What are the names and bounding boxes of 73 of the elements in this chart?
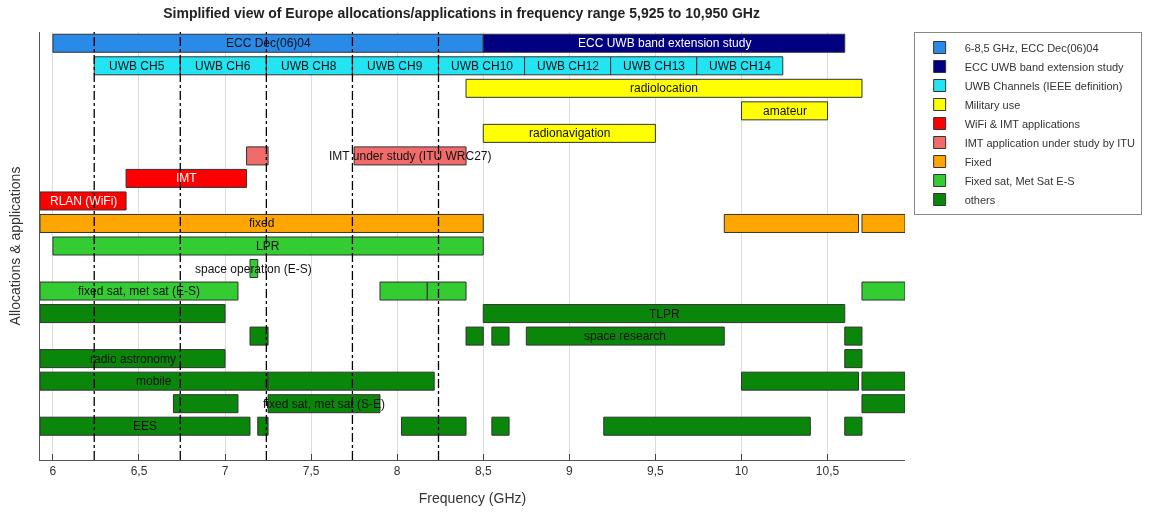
bar xyxy=(861,281,905,301)
data-label: UWB CH8 xyxy=(281,59,337,73)
bar xyxy=(491,416,510,436)
x-tick-label: 7 xyxy=(221,464,229,479)
data-label: UWB CH13 xyxy=(623,59,686,73)
legend-label: WiFi & IMT applications xyxy=(964,117,1081,130)
data-label: radio astronomy xyxy=(90,352,177,366)
bar xyxy=(603,416,811,436)
x-tick-label: 6,5 xyxy=(130,464,148,479)
legend-label: IMT application under study by ITU xyxy=(964,136,1136,149)
legend-label: ECC UWB band extension study xyxy=(964,60,1125,73)
y-axis-title: Allocations & applications xyxy=(6,166,23,326)
x-tick-label: 9,5 xyxy=(647,464,665,479)
x-tick-label: 9 xyxy=(565,464,573,479)
x-tick-label: 6 xyxy=(49,464,57,479)
data-label: mobile xyxy=(136,374,172,388)
bar xyxy=(52,236,484,256)
data-label: TLPR xyxy=(649,307,681,321)
bar xyxy=(844,349,863,369)
bar xyxy=(400,416,467,436)
bar xyxy=(465,78,863,98)
chart-title: Simplified view of Europe allocations/applications in frequency range 5,925 to 10,950 GHz xyxy=(163,4,760,21)
bar xyxy=(525,326,725,346)
data-label: UWB CH6 xyxy=(195,59,251,73)
bar xyxy=(861,394,905,414)
bar xyxy=(844,416,863,436)
bar xyxy=(482,304,846,324)
bar xyxy=(740,371,860,391)
bar xyxy=(40,304,226,324)
x-tick-label: 10 xyxy=(734,464,749,479)
data-label: ECC UWB band extension study xyxy=(578,36,752,50)
x-tick-label: 8 xyxy=(393,464,401,479)
x-tick-label: 8,5 xyxy=(474,464,492,479)
legend-label: Fixed xyxy=(964,155,992,168)
data-label: RLAN (WiFi) xyxy=(50,194,118,208)
legend-label: Military use xyxy=(964,98,1021,111)
data-label: UWB CH10 xyxy=(451,59,514,73)
bar xyxy=(172,394,239,414)
data-label: fixed xyxy=(249,216,275,230)
data-label: ECC Dec(06)04 xyxy=(226,36,312,50)
data-label: UWB CH9 xyxy=(367,59,423,73)
data-label: radiolocation xyxy=(630,81,699,95)
data-label: amateur xyxy=(763,104,808,118)
x-tick-label: 10,5 xyxy=(815,464,840,479)
legend-label: 6-8,5 GHz, ECC Dec(06)04 xyxy=(964,41,1099,54)
data-label: UWB CH5 xyxy=(109,59,165,73)
x-axis-title: Frequency (GHz) xyxy=(418,489,527,506)
bar xyxy=(740,101,829,121)
legend-label: UWB Channels (IEEE definition) xyxy=(964,79,1123,92)
bar xyxy=(491,326,510,346)
bar xyxy=(40,213,484,233)
data-label: LPR xyxy=(256,239,280,253)
bar xyxy=(246,146,269,166)
bar xyxy=(861,213,905,233)
data-label: EES xyxy=(133,419,158,433)
bar xyxy=(844,326,863,346)
bar xyxy=(125,168,248,188)
data-label: UWB CH14 xyxy=(709,59,772,73)
legend-label: others xyxy=(964,193,996,206)
bar xyxy=(861,371,905,391)
data-label: fixed sat, met sat (E-S) xyxy=(78,284,201,298)
data-label: space research xyxy=(584,329,667,343)
data-label: UWB CH12 xyxy=(537,59,600,73)
x-tick-label: 7,5 xyxy=(302,464,320,479)
bar xyxy=(40,416,251,436)
data-label: radionavigation xyxy=(529,126,611,140)
bar xyxy=(465,326,484,346)
bar xyxy=(249,326,269,346)
legend-label: Fixed sat, Met Sat E-S xyxy=(964,174,1075,187)
bar xyxy=(257,416,269,436)
bar xyxy=(723,213,860,233)
bar xyxy=(40,281,239,301)
data-label: IMT xyxy=(176,171,198,185)
